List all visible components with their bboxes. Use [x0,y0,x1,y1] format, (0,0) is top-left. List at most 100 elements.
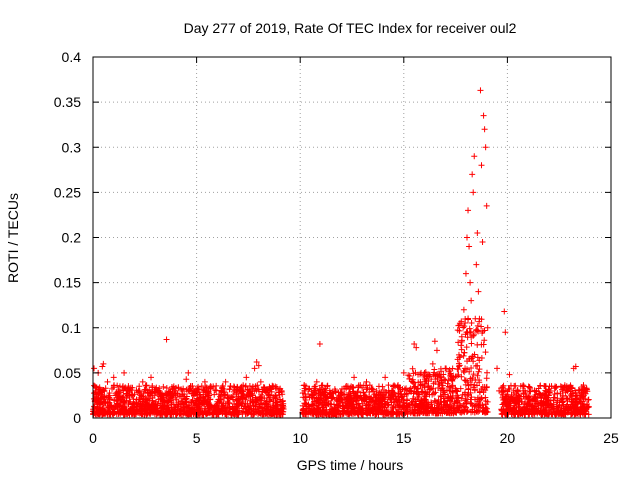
data-point [481,126,488,133]
data-point [424,373,431,380]
data-point [433,405,440,412]
data-point [167,389,174,396]
data-point [122,384,129,391]
data-point [254,405,261,412]
data-point [460,352,467,359]
data-point [100,360,107,367]
data-point [129,392,136,399]
data-point [382,374,389,381]
data-point [456,362,463,369]
data-point [476,315,483,322]
data-point [461,369,468,376]
data-point [393,396,400,403]
data-point [533,387,540,394]
data-point [399,404,406,411]
data-point [508,393,515,400]
data-point [458,342,465,349]
data-point [483,384,490,391]
data-point [367,408,374,415]
data-point [244,400,251,407]
data-point [174,401,181,408]
data-point [143,382,150,389]
data-point [195,396,202,403]
data-point [279,391,286,398]
data-point [546,383,553,390]
data-point [341,396,348,403]
data-points [90,87,592,418]
data-point [122,410,129,417]
data-point [536,400,543,407]
data-point [277,402,284,409]
data-point [106,395,113,402]
data-point [432,379,439,386]
data-point [158,405,165,412]
data-point [557,383,564,390]
data-point [474,354,481,361]
data-point [543,404,550,411]
data-point [141,411,148,418]
data-point [313,405,320,412]
data-point [317,389,324,396]
data-point [482,144,489,151]
data-point [118,399,125,406]
data-point [150,400,157,407]
data-point [268,410,275,417]
data-point [185,388,192,395]
data-point [431,397,438,404]
data-point [209,410,216,417]
data-point [369,386,376,393]
data-point [279,398,286,405]
data-point [367,402,374,409]
data-point [474,372,481,379]
data-point [514,396,521,403]
data-point [221,391,228,398]
data-point [176,392,183,399]
data-point [541,392,548,399]
data-point [410,390,417,397]
data-point [477,404,484,411]
data-point [572,393,579,400]
data-point [468,409,475,416]
data-point [357,392,364,399]
data-point [113,391,120,398]
data-point [471,396,478,403]
data-point [258,391,265,398]
data-point [279,405,286,412]
data-point [131,404,138,411]
data-point [218,387,225,394]
data-point [576,392,583,399]
data-point [159,398,166,405]
data-point [539,401,546,408]
data-point [532,392,539,399]
data-point [278,387,285,394]
data-point [240,392,247,399]
data-point [479,239,486,246]
data-point [558,396,565,403]
data-point [420,401,427,408]
data-point [326,391,333,398]
data-point [454,397,461,404]
data-point [444,393,451,400]
data-point [145,389,152,396]
data-point [220,400,227,407]
data-point [363,386,370,393]
data-point [324,382,331,389]
data-point [454,388,461,395]
data-point [482,349,489,356]
data-point [214,398,221,405]
data-point [413,344,420,351]
data-point [324,383,331,390]
data-point [110,374,117,381]
data-point [515,403,522,410]
data-point [200,386,207,393]
data-point [267,404,274,411]
data-point [160,383,167,390]
data-point [236,396,243,403]
data-point [433,347,440,354]
data-point [190,392,197,399]
data-point [461,403,468,410]
data-point [563,395,570,402]
data-point [581,401,588,408]
data-point [513,391,520,398]
